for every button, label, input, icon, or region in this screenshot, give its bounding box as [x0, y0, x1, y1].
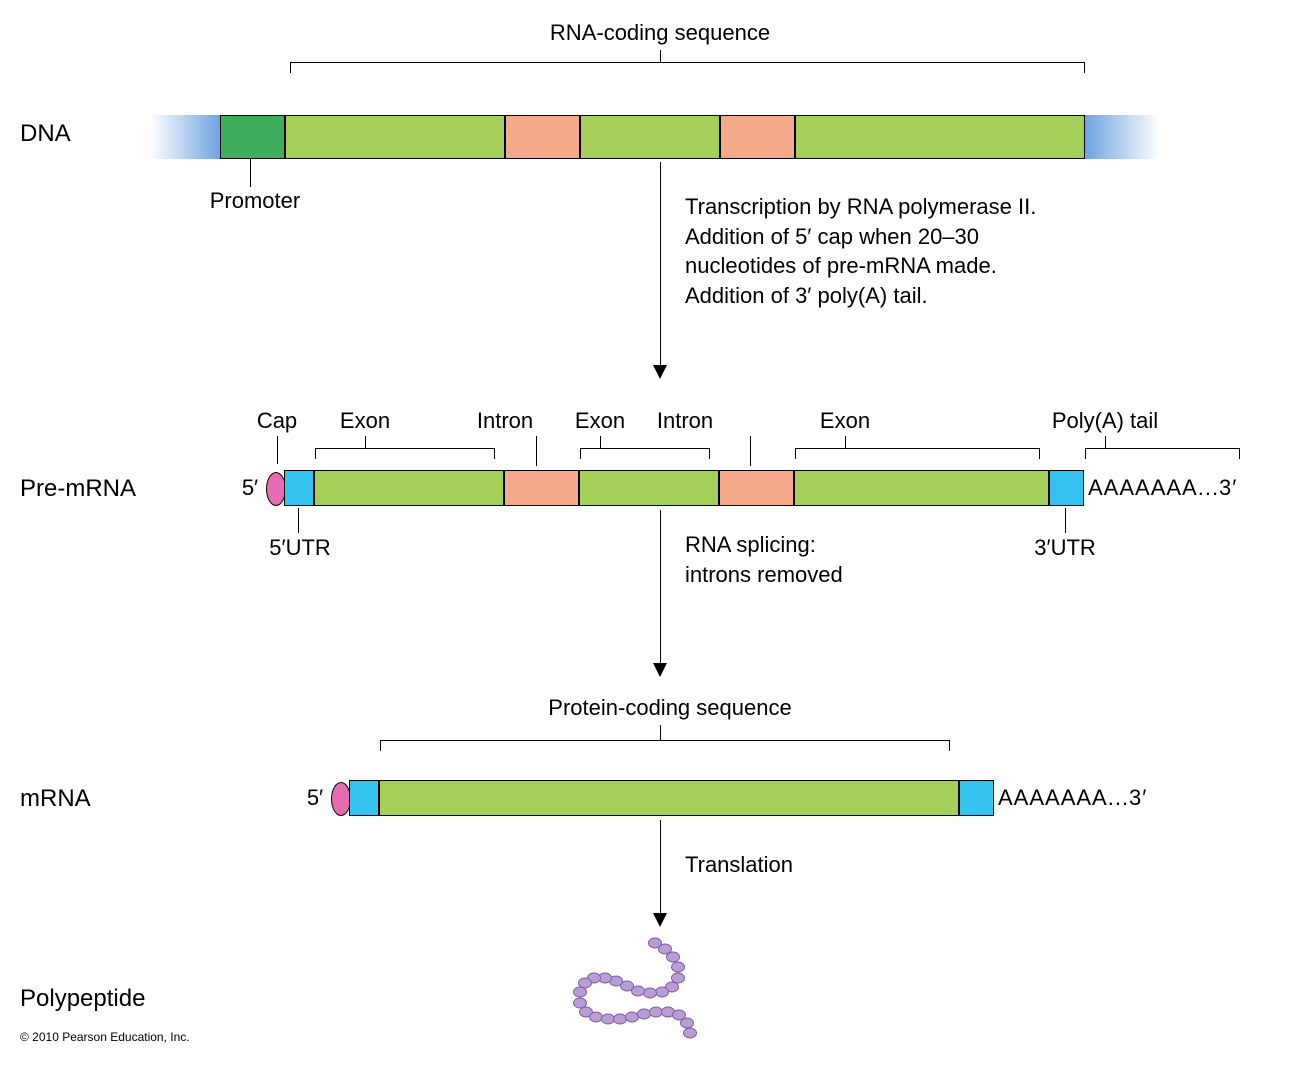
- label-intron-2: Intron: [645, 408, 725, 434]
- segment-intron: [719, 470, 794, 506]
- label-exon-3: Exon: [810, 408, 880, 434]
- bracket-protein-coding: [380, 740, 950, 741]
- segment-intron: [505, 115, 580, 159]
- segment-exon: [794, 470, 1049, 506]
- label-exon-2: Exon: [565, 408, 635, 434]
- row-label-mrna: mRNA: [20, 785, 91, 813]
- row-label-dna: DNA: [20, 120, 71, 148]
- arrow-head-transcription: [653, 365, 667, 379]
- segment-utr: [349, 780, 379, 816]
- segment-exon: [795, 115, 1085, 159]
- tick-rna-coding: [660, 50, 661, 62]
- text-transcription: Transcription by RNA polymerase II. Addi…: [685, 192, 1185, 311]
- copyright-text: © 2010 Pearson Education, Inc.: [20, 1030, 190, 1044]
- segment-exon: [580, 115, 720, 159]
- label-protein-coding: Protein-coding sequence: [520, 695, 820, 721]
- segment-intron: [720, 115, 795, 159]
- arrow-head-translation: [653, 913, 667, 927]
- tick-intron-2: [750, 436, 751, 466]
- dna-bar: [150, 115, 1160, 159]
- label-5prime-mrna: 5′: [300, 785, 330, 811]
- tick-exon-1: [365, 436, 366, 448]
- label-cap: Cap: [252, 408, 302, 434]
- tick-5utr: [298, 508, 299, 533]
- bracket-exon-1: [315, 448, 495, 449]
- segment-utr: [1049, 470, 1084, 506]
- label-3utr: 3′UTR: [1020, 535, 1110, 561]
- tick-cap: [277, 436, 278, 464]
- arrow-head-splicing: [653, 663, 667, 677]
- tick-polya: [1105, 436, 1106, 448]
- segment-utr: [284, 470, 314, 506]
- segment-promoter: [220, 115, 285, 159]
- bracket-exon-2: [580, 448, 710, 449]
- segment-exon: [379, 780, 959, 816]
- arrow-splicing: [660, 510, 661, 665]
- segment-fade-left: [150, 115, 220, 159]
- polya-pre-mrna: AAAAAAA...3′: [1088, 475, 1237, 501]
- label-polya-tail: Poly(A) tail: [1030, 408, 1180, 434]
- tick-intron-1: [536, 436, 537, 466]
- segment-intron: [504, 470, 579, 506]
- bracket-polya: [1085, 448, 1240, 449]
- text-translation: Translation: [685, 850, 793, 880]
- row-label-pre-mrna: Pre-mRNA: [20, 475, 136, 503]
- segment-exon: [314, 470, 504, 506]
- segment-utr: [959, 780, 994, 816]
- tick-3utr: [1065, 508, 1066, 533]
- polypeptide-chain: [550, 935, 770, 1045]
- cap-oval-mrna: [331, 782, 351, 816]
- pre-mrna-bar: [284, 470, 1084, 506]
- cap-oval-pre-mrna: [266, 472, 286, 506]
- arrow-transcription: [660, 162, 661, 367]
- label-promoter: Promoter: [190, 188, 320, 214]
- label-5utr: 5′UTR: [255, 535, 345, 561]
- segment-exon: [285, 115, 505, 159]
- tick-promoter: [250, 159, 251, 187]
- tick-exon-2: [600, 436, 601, 448]
- gene-expression-diagram: DNA Pre-mRNA mRNA Polypeptide RNA-coding…: [20, 20, 1291, 1057]
- tick-protein-coding: [660, 725, 661, 740]
- polya-mrna: AAAAAAA...3′: [998, 785, 1147, 811]
- row-label-polypeptide: Polypeptide: [20, 985, 145, 1013]
- bracket-exon-3: [795, 448, 1040, 449]
- mrna-bar: [349, 780, 994, 816]
- arrow-translation: [660, 820, 661, 915]
- segment-exon: [579, 470, 719, 506]
- label-exon-1: Exon: [330, 408, 400, 434]
- label-intron-1: Intron: [465, 408, 545, 434]
- label-5prime-pre: 5′: [235, 475, 265, 501]
- bracket-rna-coding: [290, 62, 1085, 63]
- text-splicing: RNA splicing: introns removed: [685, 530, 985, 589]
- tick-exon-3: [845, 436, 846, 448]
- label-rna-coding: RNA-coding sequence: [500, 20, 820, 46]
- segment-fade-right: [1085, 115, 1160, 159]
